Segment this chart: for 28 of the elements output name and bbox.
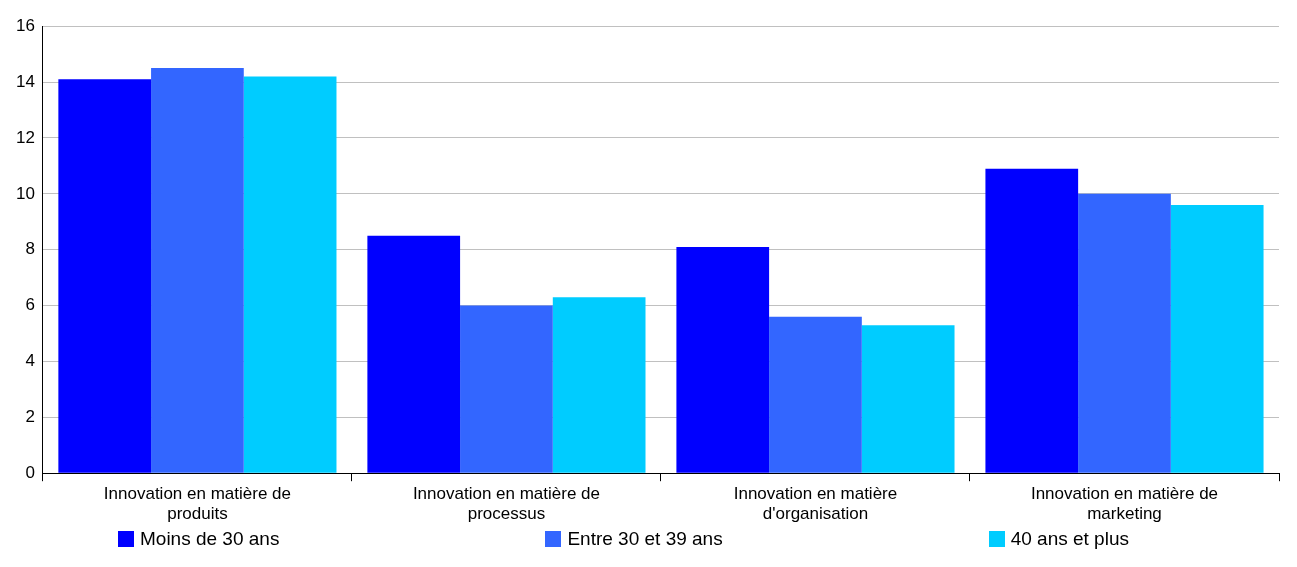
bar: [58, 79, 152, 473]
bar: [243, 76, 337, 473]
y-tick-label: 12: [15, 127, 35, 147]
y-tick-label: 10: [15, 183, 35, 203]
bar: [861, 325, 955, 473]
bar: [676, 246, 770, 473]
y-tick-label: 2: [25, 407, 35, 427]
x-tick-label: Innovation en matière de processus: [412, 484, 601, 524]
y-tick-label: 4: [25, 351, 35, 371]
bar: [151, 68, 244, 473]
bar: [460, 305, 553, 473]
bar: [985, 168, 1079, 473]
y-tick-label: 6: [25, 295, 35, 315]
legend-label: Moins de 30 ans: [140, 528, 280, 550]
y-tick-label: 8: [25, 239, 35, 259]
legend-label: 40 ans et plus: [1010, 528, 1129, 550]
y-tick-label: 0: [25, 462, 35, 482]
bar: [1078, 193, 1171, 473]
y-tick-label: 16: [15, 15, 35, 35]
bar: [1170, 205, 1264, 473]
y-tick-label: 14: [15, 71, 35, 91]
bar: [769, 316, 862, 473]
x-tick-label: Innovation en matière de marketing: [1030, 484, 1219, 524]
bar: [552, 297, 646, 473]
legend-label: Entre 30 et 39 ans: [567, 528, 723, 550]
x-tick-label: Innovation en matière de produits: [103, 484, 291, 524]
x-tick-label: Innovation en matière d'organisation: [733, 484, 898, 524]
bar: [367, 235, 461, 473]
